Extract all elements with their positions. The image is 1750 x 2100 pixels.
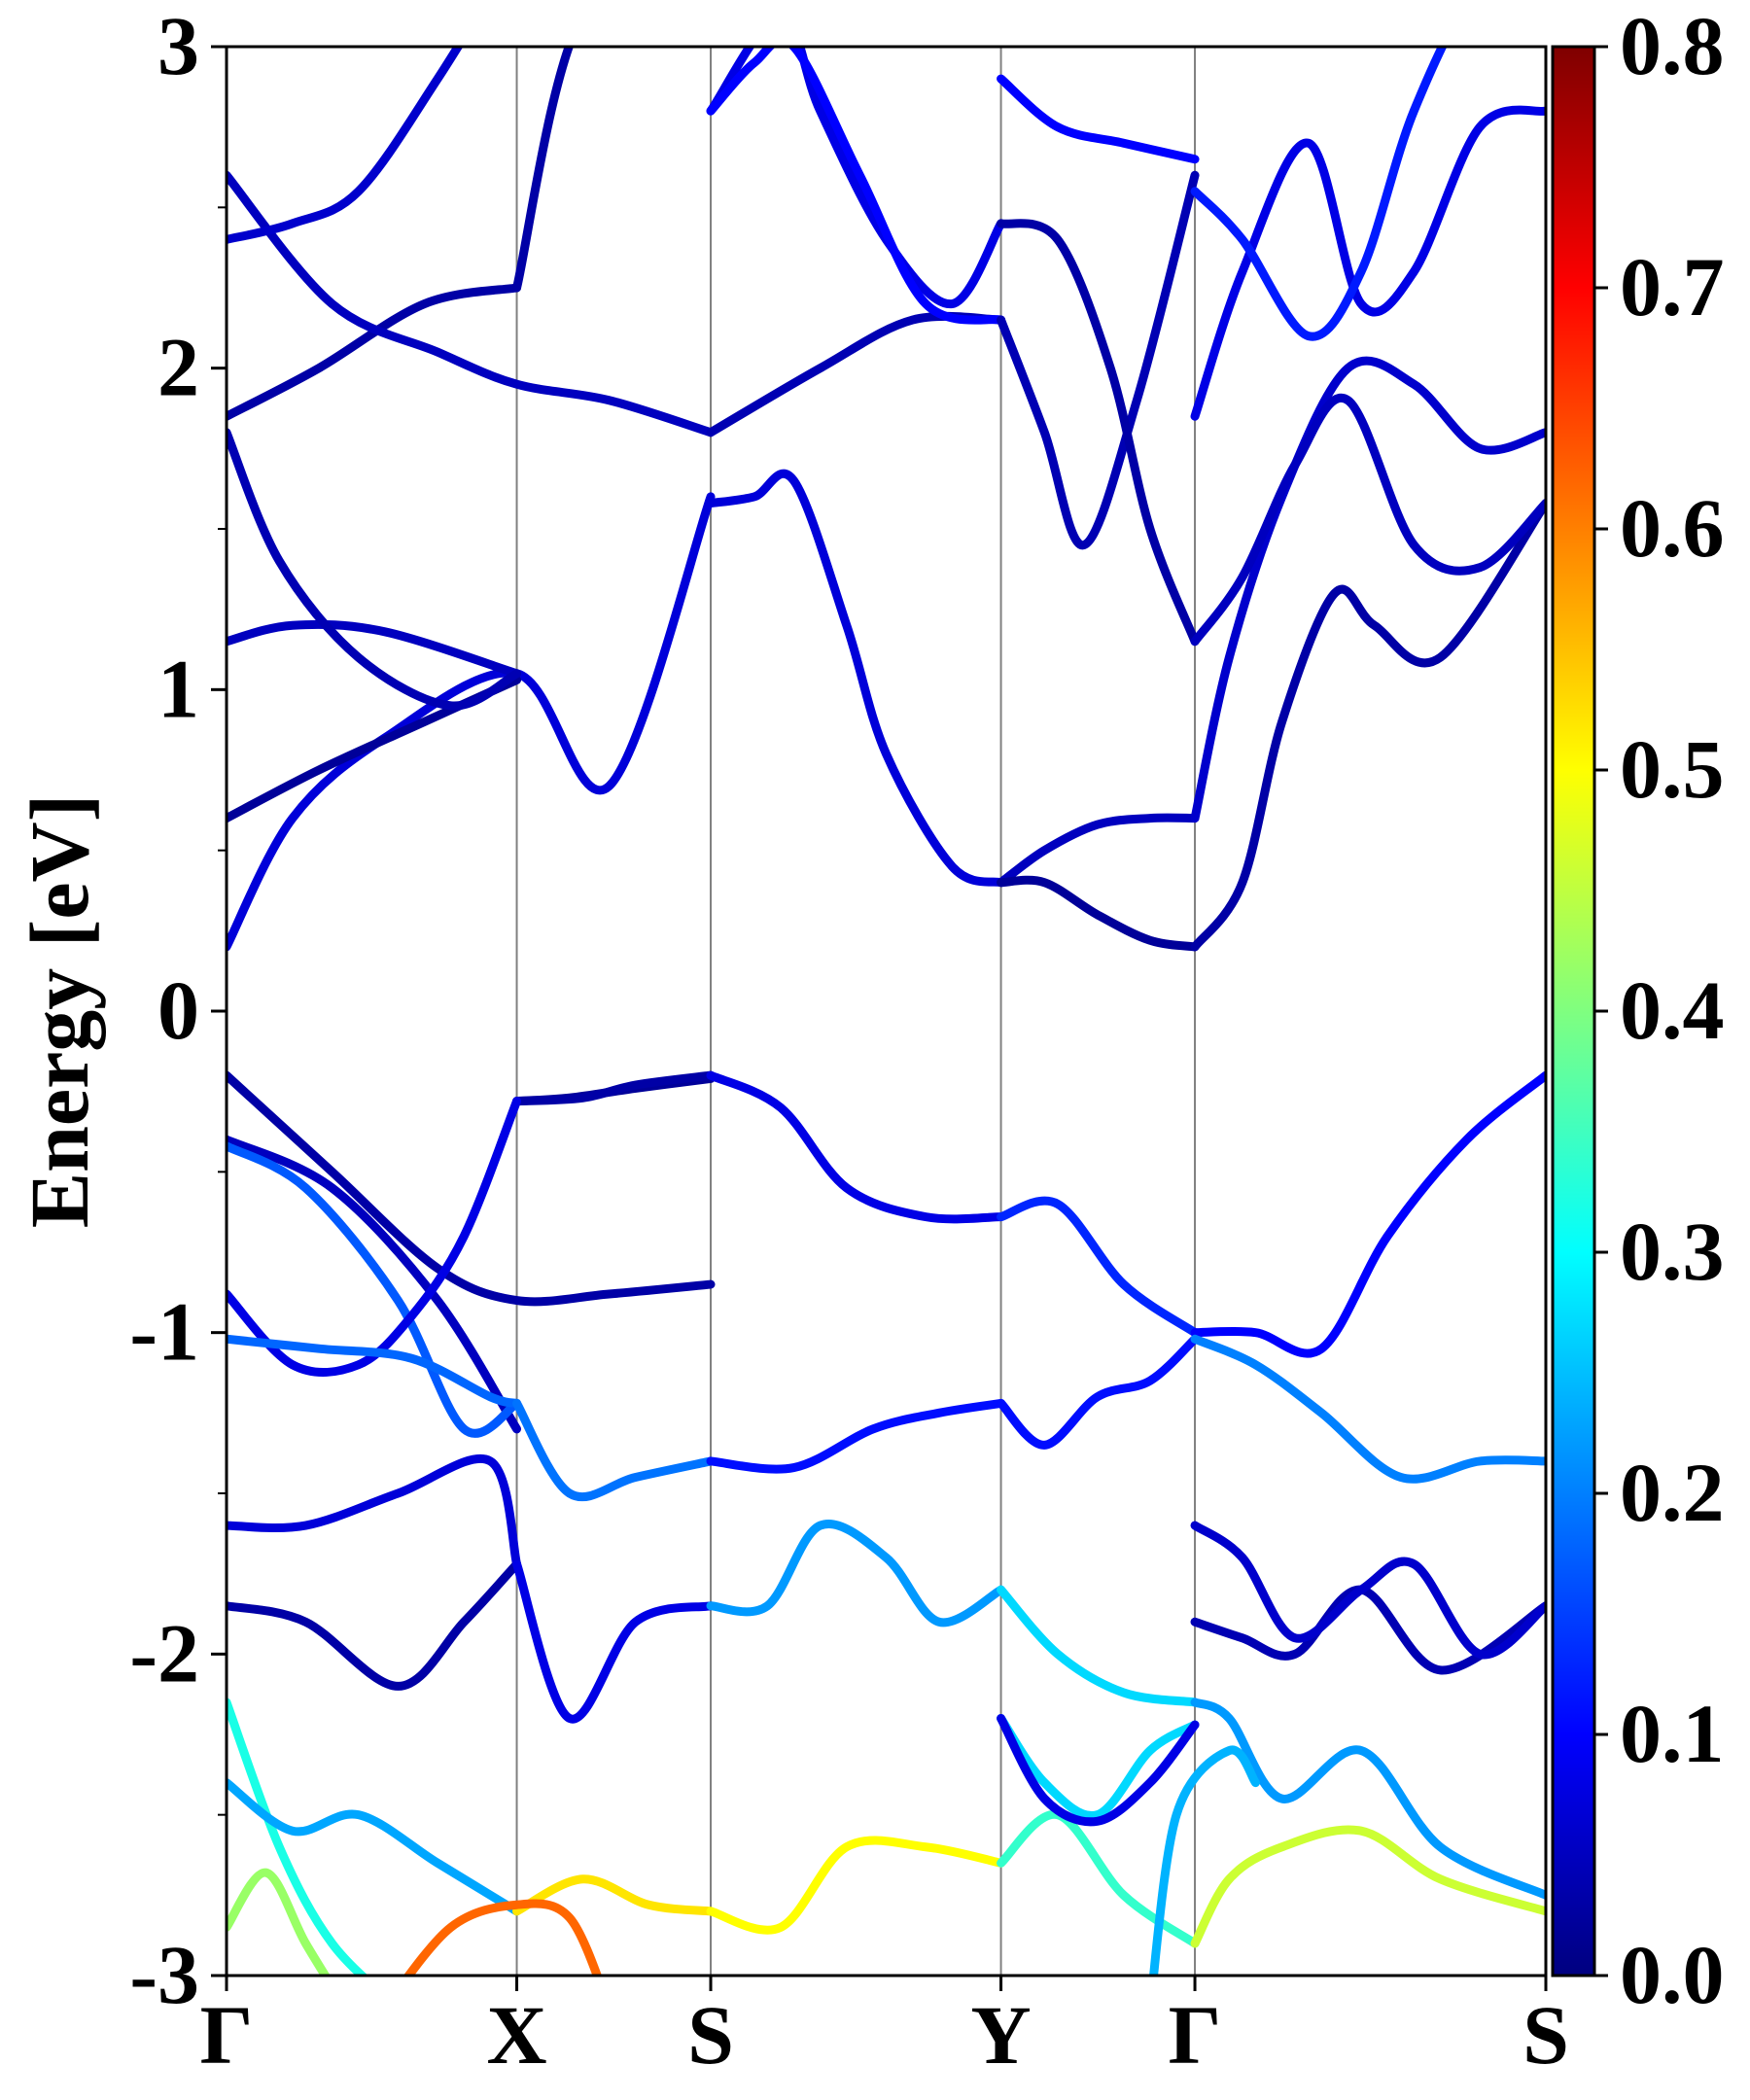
band-line-10 [706, 47, 1006, 309]
y-tick-label-1: 2 [158, 321, 199, 414]
plot-background [227, 47, 1546, 1976]
x-tick-label-1: X [486, 1988, 546, 2082]
band-line-12 [997, 813, 1200, 888]
y-tick-label-3: 0 [158, 963, 199, 1057]
band-line-36 [227, 1453, 522, 1569]
band-line-5 [512, 47, 575, 293]
band-line-8 [227, 47, 464, 244]
x-tick-label-0: Γ [200, 1988, 254, 2082]
band-line-9 [706, 469, 1006, 888]
x-tick-label-2: S [687, 1988, 734, 2082]
band-line-25 [512, 1070, 716, 1106]
band-line-19 [1190, 394, 1546, 647]
band-line-6 [227, 170, 716, 438]
band-line-45 [227, 1778, 522, 1916]
colorbar-tick-label-2: 0.6 [1620, 481, 1725, 575]
colorbar-gradient [1551, 45, 1596, 1978]
band-line-14 [997, 170, 1200, 550]
band-line-15 [997, 219, 1200, 647]
band-line-43 [1190, 1521, 1546, 1660]
band-line-54 [1149, 1745, 1260, 1976]
band-line-37 [227, 1559, 522, 1691]
band-line-39 [706, 1520, 1006, 1628]
y-tick-label-6: -3 [129, 1928, 199, 2021]
y-axis-title: Energy [eV] [13, 794, 106, 1229]
band-line-31 [227, 1334, 522, 1408]
band-line-16 [997, 74, 1200, 164]
colorbar-tick-label-3: 0.5 [1620, 722, 1725, 816]
colorbar-tick-label-6: 0.2 [1620, 1446, 1725, 1539]
band-line-0 [227, 492, 716, 952]
band-line-50 [227, 1868, 331, 1976]
band-line-53 [997, 1713, 1200, 1827]
band-line-46 [512, 1874, 716, 1916]
band-line-13 [997, 875, 1200, 952]
band-line-52 [997, 1713, 1200, 1820]
colorbar-axis: 0.8 0.7 0.6 0.5 0.4 0.3 0.2 0.1 0.0 [1594, 0, 1725, 2021]
band-line-30 [227, 1097, 522, 1377]
band-line-42 [1190, 1585, 1546, 1675]
band-line-27 [997, 1196, 1200, 1338]
band-line-18 [1190, 499, 1546, 952]
band-line-23 [227, 1135, 522, 1434]
band-line-35 [1190, 1334, 1546, 1484]
colorbar-tick-label-5: 0.3 [1620, 1205, 1725, 1298]
kpoint-separators [515, 47, 1197, 1976]
y-axis: 3 2 1 0 -1 -2 -3 [129, 0, 227, 2021]
band-line-26 [706, 1070, 1006, 1224]
band-line-11 [706, 47, 1006, 325]
band-line-40 [997, 1585, 1200, 1707]
band-line-4 [227, 283, 522, 421]
band-line-29 [227, 1141, 522, 1438]
x-tick-label-5: S [1522, 1988, 1569, 2082]
band-line-47 [706, 1836, 1006, 1935]
y-tick-label-2: 1 [158, 642, 199, 735]
band-lines [227, 47, 1546, 1976]
band-line-22 [227, 1070, 716, 1307]
band-line-21 [1190, 47, 1448, 341]
band-line-2 [227, 619, 522, 679]
band-line-32 [512, 1398, 716, 1502]
y-tick-label-5: -2 [129, 1606, 199, 1699]
colorbar-tick-label-1: 0.7 [1620, 240, 1725, 333]
x-tick-label-4: Γ [1169, 1988, 1222, 2082]
colorbar-tick-label-7: 0.1 [1620, 1687, 1725, 1780]
y-tick-label-0: 3 [158, 0, 199, 92]
band-line-49 [1190, 1825, 1546, 1948]
band-line-17 [1190, 356, 1546, 823]
x-tick-label-3: Y [971, 1988, 1032, 2082]
band-line-41 [1190, 1698, 1546, 1900]
band-line-44 [227, 1698, 368, 1976]
band-line-28 [1190, 1070, 1546, 1358]
colorbar-tick-label-4: 0.4 [1620, 963, 1725, 1057]
colorbar-tick-label-0: 0.8 [1620, 0, 1725, 92]
band-line-33 [706, 1398, 1006, 1474]
colorbar-tick-label-8: 0.0 [1620, 1928, 1725, 2021]
y-tick-label-4: -1 [129, 1285, 199, 1379]
band-line-3 [227, 428, 522, 711]
band-line-34 [997, 1334, 1200, 1450]
band-line-51 [402, 1899, 603, 1976]
band-line-38 [512, 1559, 716, 1724]
